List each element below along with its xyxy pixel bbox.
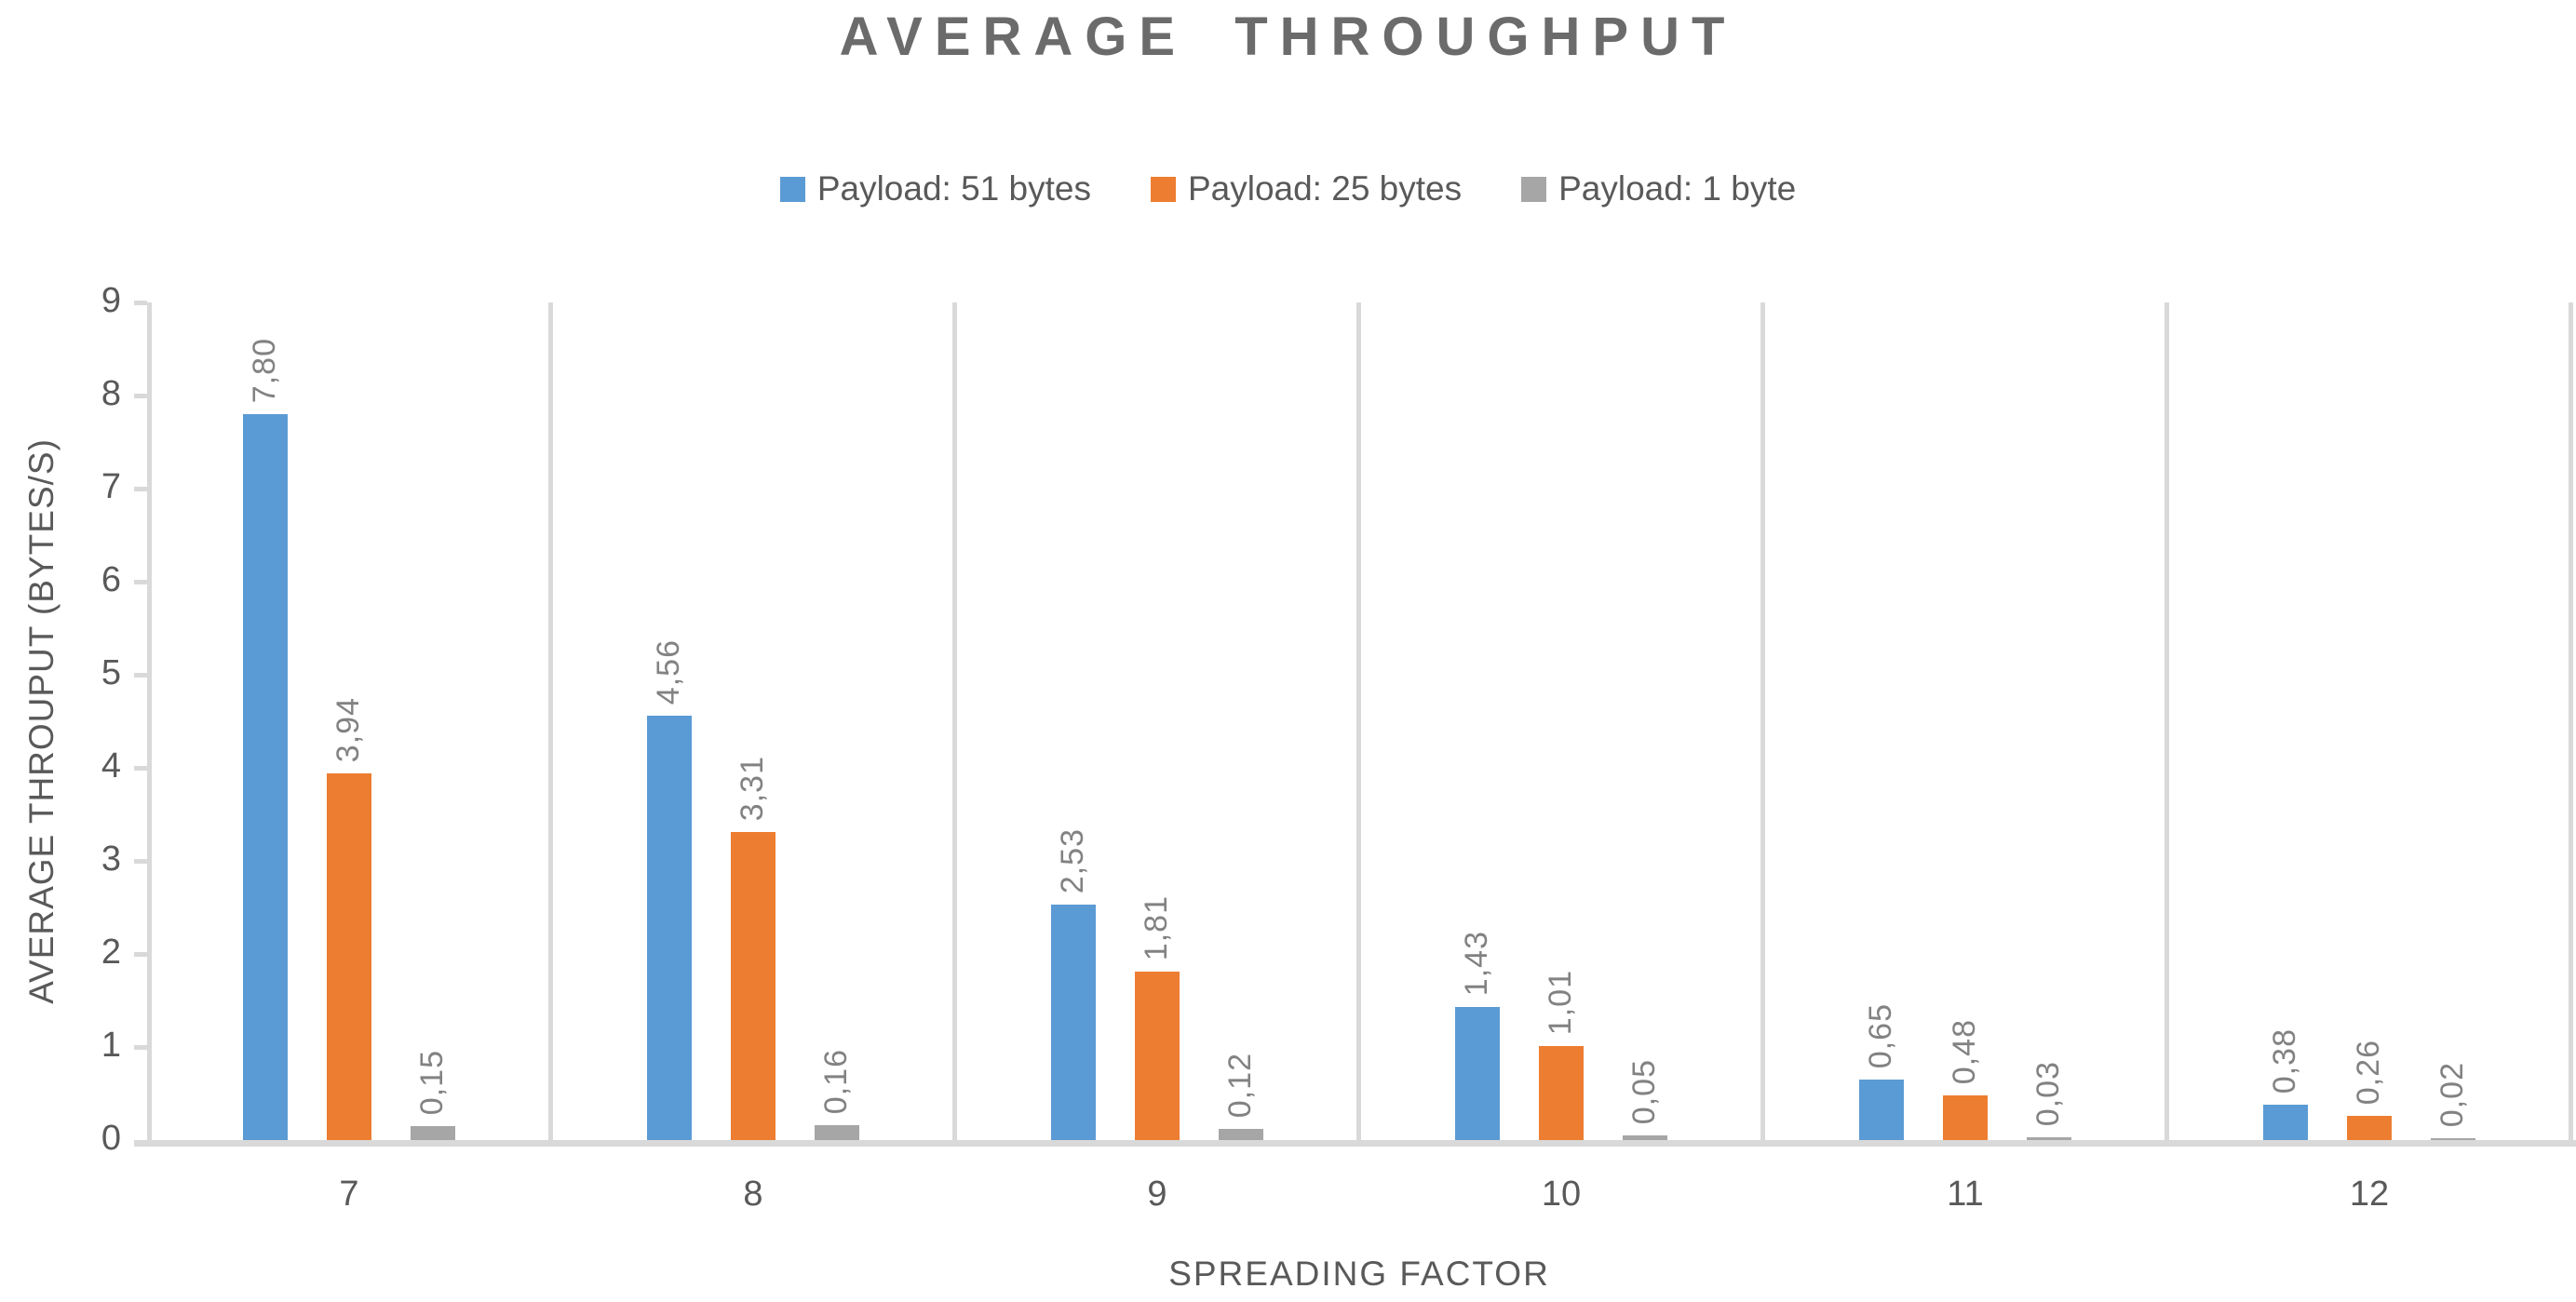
y-tick-label: 1 [101, 1026, 121, 1065]
chart-title: AVERAGE THROUGHPUT [839, 7, 1737, 67]
legend-label: Payload: 25 bytes [1187, 169, 1463, 208]
y-axis-tick [134, 766, 147, 771]
bar [2431, 1138, 2475, 1140]
category-divider-line [548, 302, 553, 1140]
x-axis-title: SPREADING FACTOR [1168, 1255, 1550, 1293]
data-label: 1,43 [1459, 930, 1494, 996]
data-label: 1,81 [1139, 894, 1174, 960]
category-divider-line [1356, 302, 1361, 1140]
bar [411, 1126, 455, 1140]
data-label: 0,48 [1947, 1018, 1982, 1084]
y-axis-tick [134, 301, 147, 305]
category-divider-line [2165, 302, 2169, 1140]
data-label: 0,02 [2434, 1061, 2470, 1127]
bar [2347, 1116, 2392, 1140]
data-label: 3,94 [330, 696, 366, 762]
data-label: 0,38 [2267, 1027, 2302, 1094]
data-label: 2,53 [1055, 827, 1090, 893]
y-tick-label: 2 [101, 933, 121, 972]
category-divider-line [2569, 302, 2573, 1140]
bar [647, 716, 692, 1140]
bar [1455, 1007, 1500, 1140]
bar [1219, 1129, 1263, 1140]
y-tick-label: 7 [101, 467, 121, 506]
y-axis-tick [134, 487, 147, 491]
y-tick-label: 3 [101, 839, 121, 879]
category-label: 8 [743, 1174, 763, 1214]
bar [2263, 1105, 2308, 1140]
category-label: 9 [1147, 1174, 1167, 1214]
legend-item: Payload: 1 byte [1521, 169, 1796, 208]
data-label: 0,26 [2351, 1039, 2386, 1105]
legend-swatch-icon [779, 176, 805, 202]
bar [815, 1125, 859, 1140]
bar [1135, 972, 1180, 1140]
x-axis-line [134, 1140, 2576, 1147]
category-divider-line [1760, 302, 1765, 1140]
bar [1859, 1080, 1904, 1140]
category-label: 11 [1947, 1174, 1984, 1214]
y-tick-label: 0 [101, 1119, 121, 1158]
y-tick-label: 8 [101, 374, 121, 413]
legend: Payload: 51 bytes Payload: 25 bytes Payloa… [0, 169, 2576, 208]
bar [1539, 1046, 1584, 1140]
bar [1943, 1095, 1988, 1140]
y-axis-tick [134, 673, 147, 678]
legend-item: Payload: 51 bytes [779, 169, 1091, 208]
bar [327, 773, 371, 1140]
y-axis-tick [134, 859, 147, 864]
bar [1623, 1135, 1667, 1140]
data-label: 0,65 [1863, 1002, 1898, 1068]
y-tick-label: 4 [101, 746, 121, 785]
data-label: 3,31 [735, 755, 770, 821]
data-label: 0,16 [818, 1048, 854, 1114]
y-axis-tick [134, 1045, 147, 1050]
category-divider-line [952, 302, 957, 1140]
data-label: 0,05 [1626, 1058, 1662, 1124]
y-axis-tick [134, 394, 147, 398]
data-label: 7,80 [247, 337, 282, 403]
data-label: 0,03 [2030, 1060, 2066, 1126]
legend-label: Payload: 1 byte [1558, 169, 1797, 208]
legend-swatch-icon [1521, 176, 1547, 202]
legend-item: Payload: 25 bytes [1150, 169, 1463, 208]
data-label: 0,12 [1222, 1052, 1258, 1118]
legend-swatch-icon [1150, 176, 1176, 202]
y-axis-title: AVERAGE THROUPUT (BYTES/S) [22, 438, 61, 1004]
data-label: 4,56 [651, 638, 686, 705]
y-tick-label: 6 [101, 560, 121, 599]
y-tick-label: 5 [101, 653, 121, 692]
data-label: 0,15 [414, 1049, 450, 1115]
bar [2027, 1137, 2071, 1140]
category-label: 7 [339, 1174, 359, 1214]
bar [731, 832, 775, 1140]
y-tick-label: 9 [101, 281, 121, 320]
y-axis-tick [134, 580, 147, 584]
data-label: 1,01 [1543, 969, 1578, 1035]
y-axis-tick [134, 952, 147, 957]
bar [243, 414, 288, 1140]
category-label: 10 [1541, 1174, 1582, 1214]
legend-label: Payload: 51 bytes [816, 169, 1091, 208]
y-axis-line [147, 302, 152, 1140]
bar [1051, 905, 1096, 1140]
category-label: 12 [2349, 1174, 2390, 1214]
